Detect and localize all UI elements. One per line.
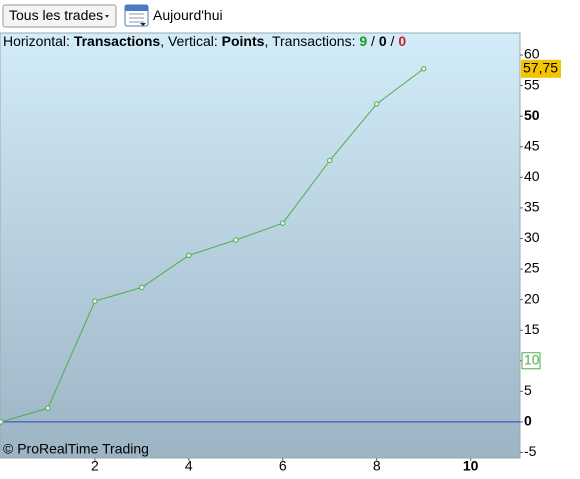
point	[92, 298, 98, 304]
x-tick-label: 10	[463, 458, 479, 474]
dropdown[interactable]: Tous les trades	[2, 4, 117, 28]
y-tick-label: 35	[524, 199, 540, 215]
y-tick-label: 60	[524, 46, 540, 62]
y-tick-label: 25	[524, 260, 540, 276]
title-part: 0	[379, 33, 387, 49]
title-part: Points	[222, 33, 265, 49]
point	[0, 419, 4, 425]
y-tick-label: 50	[524, 107, 540, 123]
title-part: /	[387, 33, 399, 49]
point	[374, 101, 380, 107]
y-tick-label: 10	[524, 351, 540, 367]
last-value-box	[521, 59, 561, 78]
y-tick-label: -5	[524, 443, 537, 459]
y-tick-label: 20	[524, 290, 540, 306]
today-button[interactable]: Aujourd'hui	[124, 4, 223, 27]
y-tick-label: 15	[524, 321, 540, 337]
last-value-label: 57,75	[523, 59, 558, 75]
title-part: , Transactions:	[264, 33, 359, 49]
title-part: 9	[359, 33, 367, 49]
x-tick-label: 4	[185, 458, 193, 474]
y-tick-label: 30	[524, 229, 540, 245]
title-part: , Vertical:	[160, 33, 221, 49]
point	[233, 237, 239, 243]
y-tick-label: 5	[524, 382, 532, 398]
dropdown-label: Tous les trades	[9, 7, 103, 23]
title-part: 0	[398, 33, 406, 49]
point	[421, 66, 427, 72]
y-tick-highlight	[521, 352, 541, 370]
point	[280, 220, 286, 226]
x-tick-label: 6	[279, 458, 287, 474]
plot-area	[0, 32, 521, 459]
point	[186, 252, 192, 258]
title-part: Transactions	[74, 33, 161, 49]
chart-title: Horizontal: Transactions, Vertical: Poin…	[3, 33, 406, 49]
y-tick-label: 55	[524, 76, 540, 92]
point	[139, 284, 145, 291]
y-tick-label: 45	[524, 137, 540, 153]
series-line	[0, 68, 425, 423]
point	[327, 157, 333, 164]
title-part: Horizontal:	[3, 33, 74, 49]
footer: © ProRealTime Trading	[3, 441, 149, 457]
point	[45, 405, 51, 411]
today-label: Aujourd'hui	[153, 7, 223, 23]
y-tick-label: 40	[524, 168, 540, 184]
x-tick-label: 8	[373, 458, 381, 474]
y-tick-label: 0	[524, 413, 532, 429]
x-tick-label: 2	[91, 458, 99, 474]
title-part: /	[367, 33, 379, 49]
